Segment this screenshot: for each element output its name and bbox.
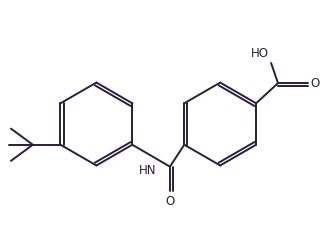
Text: HN: HN (139, 164, 157, 177)
Text: O: O (165, 195, 174, 208)
Text: HO: HO (251, 47, 269, 60)
Text: O: O (310, 77, 319, 90)
